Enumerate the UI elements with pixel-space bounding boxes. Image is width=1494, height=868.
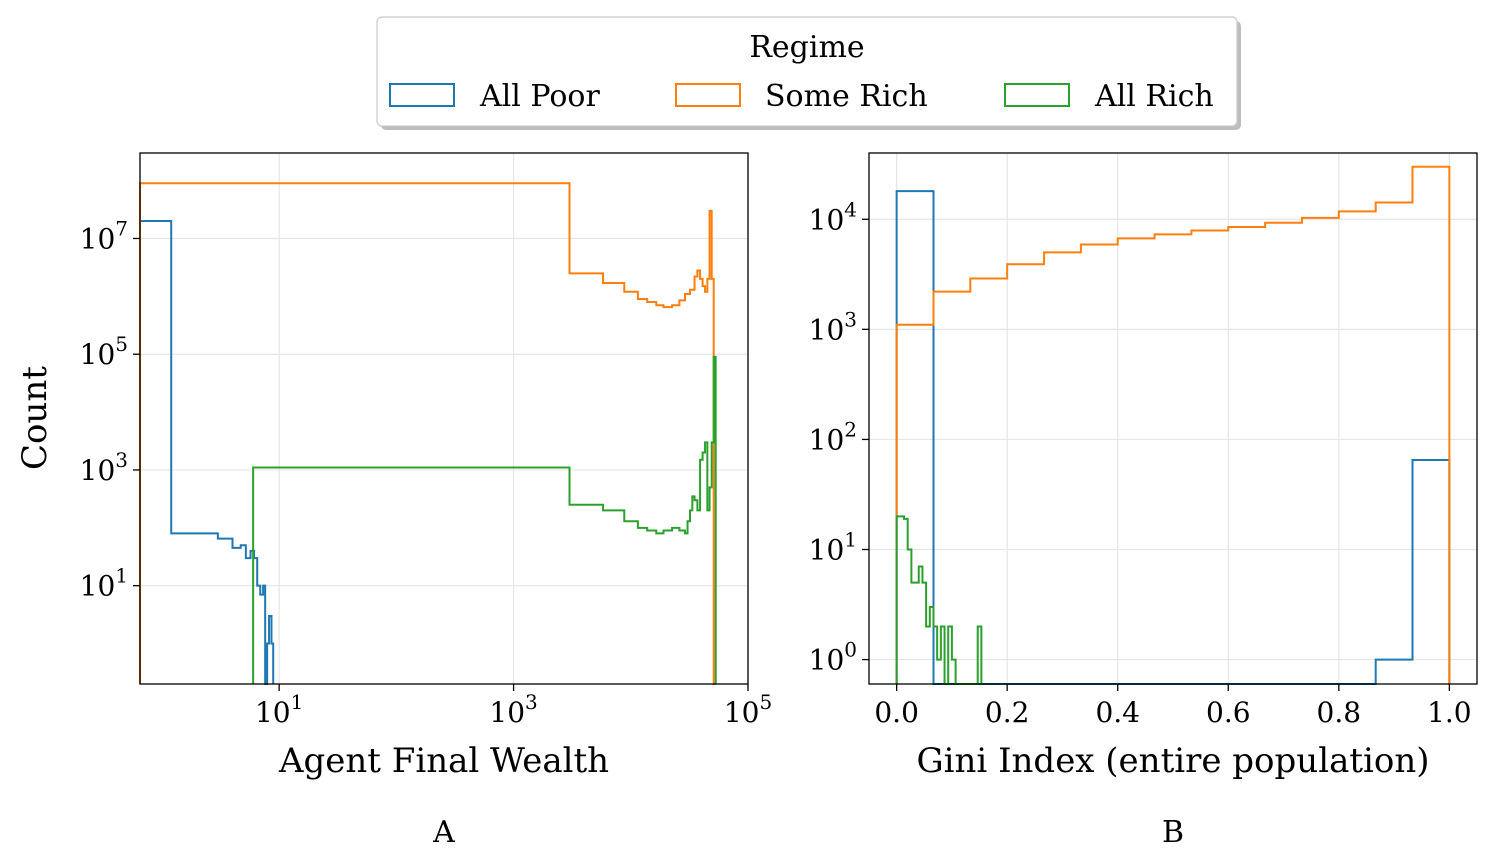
panel-a-ticks: 101 103 105 101 103 105 107 (80, 216, 773, 729)
legend-swatch-all-rich (1004, 83, 1070, 107)
x-tick-label: 0.8 (1317, 696, 1362, 729)
legend-box (376, 16, 1238, 127)
panel-b-grid (869, 153, 1477, 684)
legend-label-all-rich: All Rich (1094, 79, 1214, 114)
panel-a-xlabel: Agent Final Wealth (278, 741, 609, 781)
y-tick-label: 101 (80, 564, 128, 603)
y-tick-label: 103 (80, 448, 128, 487)
series-all-poor (139, 220, 275, 685)
x-tick-label: 0.0 (874, 696, 919, 729)
legend-label-some-rich: Some Rich (765, 79, 928, 114)
y-tick-label: 101 (809, 528, 857, 567)
series-all-rich (252, 355, 717, 684)
x-tick-label: 0.4 (1095, 696, 1140, 729)
y-tick-label: 102 (809, 417, 857, 456)
series-some-rich (895, 165, 1451, 684)
series-all-poor (895, 190, 1451, 685)
panel-b-caption: B (1162, 815, 1184, 850)
series-all-rich (895, 515, 983, 685)
panel-b-gini-histogram: 0.0 0.2 0.4 0.6 0.8 1.0 100 101 102 103 104 Gini I… (809, 152, 1478, 850)
y-tick-label: 104 (809, 197, 857, 236)
legend-label-all-poor: All Poor (479, 79, 600, 114)
x-tick-label: 0.2 (985, 696, 1030, 729)
panel-a-frame (139, 152, 749, 685)
x-tick-label: 1.0 (1427, 696, 1472, 729)
series-some-rich (139, 182, 716, 685)
x-tick-label: 0.6 (1206, 696, 1251, 729)
x-tick-label: 101 (255, 690, 303, 729)
legend-swatch-some-rich (675, 83, 741, 107)
y-tick-label: 103 (809, 307, 857, 346)
legend-title: Regime (749, 30, 864, 65)
y-tick-label: 100 (809, 638, 857, 677)
y-tick-label: 107 (80, 216, 128, 255)
x-tick-label: 105 (724, 690, 772, 729)
panel-b-xlabel: Gini Index (entire population) (916, 741, 1429, 781)
panel-a-caption: A (432, 815, 455, 850)
legend-swatch-all-poor (389, 83, 455, 107)
x-tick-label: 103 (489, 690, 537, 729)
panel-a-wealth-histogram: 101 103 105 101 103 105 107 Agent Final Wealth… (15, 152, 773, 850)
panel-a-grid (140, 153, 749, 684)
panel-a-series (139, 182, 717, 685)
panel-b-series (895, 165, 1451, 685)
panel-b-ticks: 0.0 0.2 0.4 0.6 0.8 1.0 100 101 102 103 104 (809, 197, 1472, 729)
panel-b-frame (868, 152, 1478, 685)
panel-a-ylabel: Count (15, 366, 55, 470)
y-tick-label: 105 (80, 332, 128, 371)
legend: Regime All Poor Some Rich All Rich (376, 16, 1241, 130)
